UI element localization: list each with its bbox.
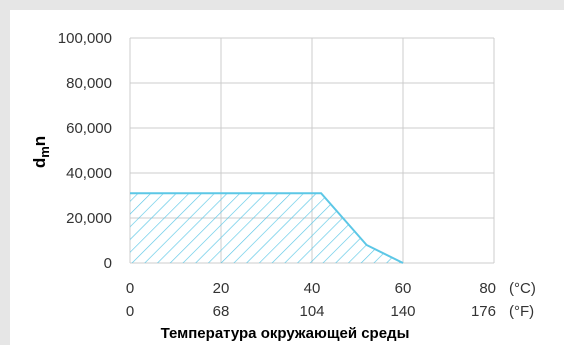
x-axis-label: Температура окружающей среды xyxy=(161,325,410,342)
x-unit-fahrenheit: (°F) xyxy=(509,303,534,320)
area-fill xyxy=(130,193,403,263)
x-tick-label-celsius: 20 xyxy=(213,280,230,297)
y-axis-ticks: 0 20,000 40,000 60,000 80,000 100,000 xyxy=(58,30,112,272)
x-tick-label-celsius: 0 xyxy=(126,280,134,297)
y-tick-label: 0 xyxy=(104,255,112,272)
x-tick-label-fahrenheit: 0 xyxy=(126,303,134,320)
x-unit-celsius: (°C) xyxy=(509,280,536,297)
x-axis-ticks: 0 0 20 68 40 104 60 140 80 176 xyxy=(126,280,496,320)
y-tick-label: 80,000 xyxy=(66,75,112,92)
operating-area xyxy=(130,192,404,264)
x-tick-label-celsius: 40 xyxy=(304,280,321,297)
x-tick-label-fahrenheit: 104 xyxy=(299,303,324,320)
x-tick-label-celsius: 80 xyxy=(479,280,496,297)
y-tick-label: 100,000 xyxy=(58,30,112,47)
x-tick-label-fahrenheit: 176 xyxy=(471,303,496,320)
y-axis-label: dmn xyxy=(30,136,52,168)
y-tick-label: 60,000 xyxy=(66,120,112,137)
x-tick-label-fahrenheit: 140 xyxy=(390,303,415,320)
chart-frame xyxy=(10,10,564,345)
y-tick-label: 40,000 xyxy=(66,165,112,182)
y-tick-label: 20,000 xyxy=(66,210,112,227)
x-tick-label-fahrenheit: 68 xyxy=(213,303,230,320)
area-boundary-line xyxy=(130,192,404,264)
x-tick-label-celsius: 60 xyxy=(395,280,412,297)
